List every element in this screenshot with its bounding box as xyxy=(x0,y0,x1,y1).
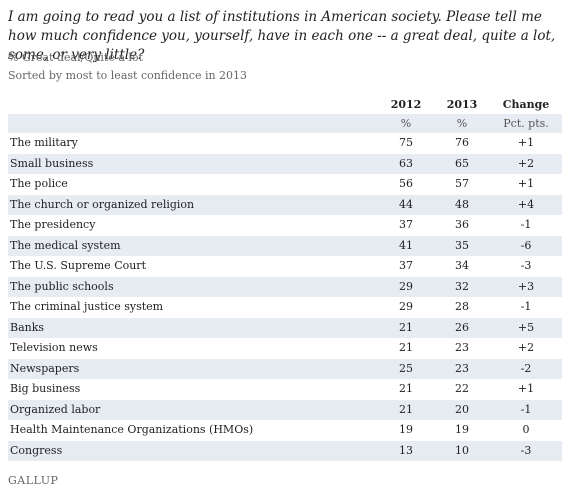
value-change: -2 xyxy=(490,358,562,379)
institution-name: Small business xyxy=(8,153,378,174)
institution-name: The criminal justice system xyxy=(10,300,164,313)
value-2012: 19 xyxy=(399,423,413,436)
unit-2013: % xyxy=(434,114,490,133)
value-2013: 28 xyxy=(455,300,469,313)
value-2012: 21 xyxy=(399,341,413,354)
subtitle-measure: % Great deal/Quite a lot xyxy=(8,51,143,64)
table-row: Television news 21 23 +2 xyxy=(8,338,562,359)
unit-blank xyxy=(8,114,378,133)
value-2012: 63 xyxy=(378,153,434,174)
value-2013: 34 xyxy=(455,259,469,272)
table-row: The military 75 76 +1 xyxy=(8,133,562,154)
table-row: The police 56 57 +1 xyxy=(8,174,562,195)
table-row: The criminal justice system 29 28 -1 xyxy=(8,297,562,318)
table-body: The military 75 76 +1 Small business 63 65 +2 Th… xyxy=(8,133,562,461)
value-change: -1 xyxy=(520,300,532,313)
value-change: +4 xyxy=(490,194,562,215)
value-change: +1 xyxy=(517,177,535,190)
value-2012: 13 xyxy=(378,440,434,461)
table-row: Organized labor 21 20 -1 xyxy=(8,399,562,420)
value-2013: 19 xyxy=(455,423,469,436)
unit-row: % % Pct. pts. xyxy=(8,114,562,133)
table-row: Newspapers 25 23 -2 xyxy=(8,358,562,379)
value-change: +2 xyxy=(490,153,562,174)
institution-name: Big business xyxy=(10,382,81,395)
value-change: +1 xyxy=(517,382,535,395)
value-change: +3 xyxy=(490,276,562,297)
gallup-logo: GALLUP xyxy=(8,474,59,487)
institution-name: Congress xyxy=(8,440,378,461)
value-2012: 75 xyxy=(399,136,413,149)
value-2012: 37 xyxy=(399,259,413,272)
value-change: -1 xyxy=(520,218,532,231)
value-change: -6 xyxy=(490,235,562,256)
subtitle-sort-note: Sorted by most to least confidence in 20… xyxy=(8,69,248,82)
value-change: -3 xyxy=(520,259,532,272)
table-row: The public schools 29 32 +3 xyxy=(8,276,562,297)
value-change: -3 xyxy=(490,440,562,461)
table-row: The church or organized religion 44 48 +4 xyxy=(8,194,562,215)
value-2012: 41 xyxy=(378,235,434,256)
institution-name: The military xyxy=(10,136,78,149)
table-row: The medical system 41 35 -6 xyxy=(8,235,562,256)
value-2013: 20 xyxy=(434,399,490,420)
value-change: +1 xyxy=(517,136,535,149)
table-row: Big business 21 22 +1 xyxy=(8,379,562,400)
value-2012: 21 xyxy=(378,317,434,338)
value-2012: 25 xyxy=(378,358,434,379)
value-2013: 57 xyxy=(455,177,469,190)
table-row: Health Maintenance Organizations (HMOs) 1… xyxy=(8,420,562,441)
institution-name: The U.S. Supreme Court xyxy=(10,259,146,272)
header-row: 2012 2013 Change xyxy=(8,95,562,114)
value-2012: 29 xyxy=(378,276,434,297)
value-2012: 21 xyxy=(378,399,434,420)
unit-change: Pct. pts. xyxy=(490,114,562,133)
table-row: Congress 13 10 -3 xyxy=(8,440,562,461)
institution-name: The police xyxy=(10,177,68,190)
unit-2012: % xyxy=(378,114,434,133)
value-2012: 21 xyxy=(399,382,413,395)
value-2012: 44 xyxy=(378,194,434,215)
value-2013: 32 xyxy=(434,276,490,297)
value-2013: 36 xyxy=(455,218,469,231)
question-text: I am going to read you a list of institu… xyxy=(8,9,556,63)
header-change: Change xyxy=(502,98,550,111)
value-2012: 29 xyxy=(399,300,413,313)
table-row: Small business 63 65 +2 xyxy=(8,153,562,174)
table-row: The presidency 37 36 -1 xyxy=(8,215,562,236)
institution-name: Television news xyxy=(10,341,98,354)
value-2013: 65 xyxy=(434,153,490,174)
institution-name: The public schools xyxy=(8,276,378,297)
value-2013: 23 xyxy=(434,358,490,379)
header-2013: 2013 xyxy=(446,98,478,111)
institution-name: Health Maintenance Organizations (HMOs) xyxy=(10,423,254,436)
header-2012: 2012 xyxy=(390,98,422,111)
value-change: -1 xyxy=(490,399,562,420)
value-2013: 26 xyxy=(434,317,490,338)
value-2013: 48 xyxy=(434,194,490,215)
value-change: 0 xyxy=(522,423,530,436)
institution-name: The medical system xyxy=(8,235,378,256)
value-2012: 37 xyxy=(399,218,413,231)
value-change: +2 xyxy=(517,341,535,354)
value-2013: 23 xyxy=(455,341,469,354)
value-2013: 76 xyxy=(455,136,469,149)
table-row: The U.S. Supreme Court 37 34 -3 xyxy=(8,256,562,277)
value-2013: 10 xyxy=(434,440,490,461)
institution-name: Banks xyxy=(8,317,378,338)
value-2013: 22 xyxy=(455,382,469,395)
header-institution xyxy=(8,95,378,114)
institution-name: The church or organized religion xyxy=(8,194,378,215)
institution-name: Organized labor xyxy=(8,399,378,420)
value-2012: 56 xyxy=(399,177,413,190)
table-row: Banks 21 26 +5 xyxy=(8,317,562,338)
value-change: +5 xyxy=(490,317,562,338)
institution-name: Newspapers xyxy=(8,358,378,379)
confidence-table: 2012 2013 Change % % Pct. pts. The milit… xyxy=(8,95,562,461)
value-2013: 35 xyxy=(434,235,490,256)
institution-name: The presidency xyxy=(10,218,96,231)
